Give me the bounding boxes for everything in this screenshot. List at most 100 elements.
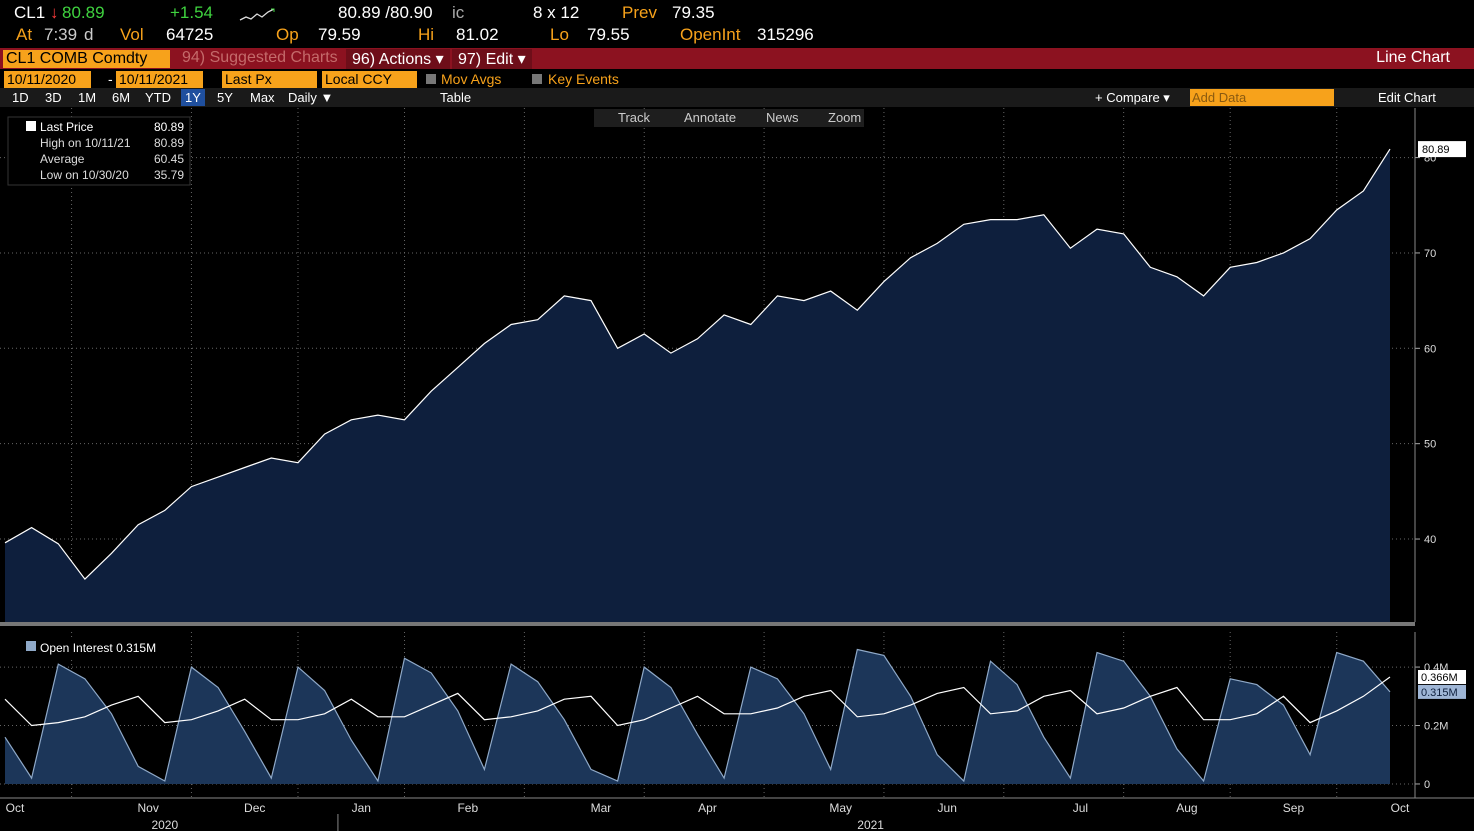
- legend-label: Open Interest 0.315M: [40, 641, 156, 655]
- frequency[interactable]: Daily ▼: [288, 90, 334, 105]
- series-line: [4, 676, 1391, 727]
- period-button[interactable]: YTD: [145, 90, 171, 105]
- prev: 79.35: [672, 3, 715, 22]
- oi: 315296: [757, 25, 814, 44]
- stat-value: 60.45: [154, 152, 184, 166]
- x-tick-label: Jul: [1073, 801, 1088, 815]
- prev-label: Prev: [622, 3, 657, 22]
- sparkline-icon: [239, 8, 275, 21]
- x-tick-label: Sep: [1283, 801, 1305, 815]
- legend-swatch: [26, 641, 36, 651]
- add-data[interactable]: Add Data: [1190, 89, 1334, 106]
- x-tick-label: Feb: [457, 801, 478, 815]
- x-tick-label: Nov: [138, 801, 159, 815]
- op: 79.59: [318, 25, 361, 44]
- stat-label: Average: [40, 152, 85, 166]
- y-tick-label: 70: [1424, 248, 1436, 260]
- menu-item[interactable]: 94) Suggested Charts: [182, 49, 338, 66]
- value-tag: [1418, 141, 1466, 158]
- x-tick-label: Mar: [591, 801, 612, 815]
- legend-value: 0.315M: [116, 641, 156, 655]
- mov-avgs[interactable]: Mov Avgs: [441, 71, 502, 87]
- period-button[interactable]: 5Y: [217, 90, 233, 105]
- y-tick-label: 0: [1424, 779, 1430, 791]
- period-button[interactable]: 6M: [112, 90, 131, 105]
- chart-kind: Line Chart: [1376, 49, 1450, 66]
- hi: 81.02: [456, 25, 499, 44]
- period-button[interactable]: 1Y: [181, 89, 205, 106]
- x-tick-label: Oct: [6, 801, 25, 815]
- chart-tool[interactable]: Track: [618, 110, 651, 125]
- stat-label: Low on 10/30/20: [40, 168, 129, 182]
- time: 7:39: [44, 25, 78, 44]
- value-tag-label: 0.315M: [1421, 687, 1458, 699]
- ic: ic: [452, 3, 465, 22]
- x-tick-label: Jun: [938, 801, 957, 815]
- direction: ↓: [50, 3, 59, 22]
- lo: 79.55: [587, 25, 630, 44]
- ticker: CL1: [14, 3, 46, 22]
- x-group-label: 2020: [151, 818, 178, 831]
- chart-tool[interactable]: Zoom: [828, 110, 862, 125]
- chart-tool[interactable]: News: [766, 110, 799, 125]
- menu-item[interactable]: 97) Edit ▾: [452, 49, 532, 69]
- at-label: At: [16, 25, 33, 44]
- value-tag: [1418, 684, 1466, 699]
- y-tick-label: 40: [1424, 534, 1436, 546]
- x-tick-label: Apr: [698, 801, 717, 815]
- legend-swatch: [26, 121, 36, 131]
- y-tick-label: 0.2M: [1424, 721, 1448, 733]
- end-date[interactable]: 10/11/2021: [116, 71, 203, 88]
- toolbar: [0, 88, 1474, 107]
- checkbox[interactable]: [426, 74, 436, 84]
- edit-chart[interactable]: Edit Chart: [1378, 90, 1436, 105]
- period-button[interactable]: 3D: [45, 90, 62, 105]
- security[interactable]: CL1 COMB Comdty: [3, 50, 170, 68]
- tool-bar: [594, 109, 864, 127]
- legend-box: [7, 116, 191, 186]
- date-separator: -: [108, 71, 113, 87]
- y-tick-label: 60: [1424, 343, 1436, 355]
- oi-label: OpenInt: [680, 25, 741, 44]
- vol: 64725: [166, 25, 214, 44]
- currency[interactable]: Local CCY: [322, 71, 417, 88]
- legend-name: Open Interest: [40, 641, 113, 655]
- menu-item[interactable]: 96) Actions ▾: [346, 49, 450, 69]
- stat-value: 35.79: [154, 168, 184, 182]
- x-tick-label: Dec: [244, 801, 265, 815]
- vol-label: Vol: [120, 25, 144, 44]
- lo-label: Lo: [550, 25, 569, 44]
- stat-label: High on 10/11/21: [40, 136, 131, 150]
- x-tick-label: Jan: [352, 801, 371, 815]
- op-label: Op: [276, 25, 299, 44]
- start-date[interactable]: 10/11/2020: [4, 71, 91, 88]
- x-group-label: 2021: [857, 818, 884, 831]
- change: +1.54: [170, 3, 214, 22]
- value-tag-label: 0.366M: [1421, 672, 1458, 684]
- period-button[interactable]: 1M: [78, 90, 97, 105]
- size: 8 x 12: [533, 3, 580, 22]
- hi-label: Hi: [418, 25, 435, 44]
- area-fill: [5, 649, 1390, 784]
- series-line: [4, 648, 1391, 783]
- checkbox[interactable]: [532, 74, 542, 84]
- field[interactable]: Last Px: [222, 71, 317, 88]
- key-events[interactable]: Key Events: [548, 71, 619, 87]
- y-tick-label: 50: [1424, 439, 1436, 451]
- series-line: [4, 148, 1391, 581]
- x-tick-label: Oct: [1391, 801, 1410, 815]
- table-button[interactable]: Table: [440, 90, 472, 105]
- legend-box: [8, 637, 176, 657]
- legend-label: Last Price: [40, 120, 94, 134]
- time-suffix: d: [84, 25, 94, 44]
- compare[interactable]: + Compare ▾: [1095, 90, 1170, 105]
- bid-ask: 80.89 /80.90: [338, 3, 433, 22]
- period-button[interactable]: 1D: [12, 90, 29, 105]
- period-button[interactable]: Max: [250, 90, 275, 105]
- stat-value: 80.89: [154, 136, 184, 150]
- legend-value: 80.89: [154, 120, 184, 134]
- value-tag: [1418, 670, 1466, 685]
- chart-tool[interactable]: Annotate: [684, 110, 737, 125]
